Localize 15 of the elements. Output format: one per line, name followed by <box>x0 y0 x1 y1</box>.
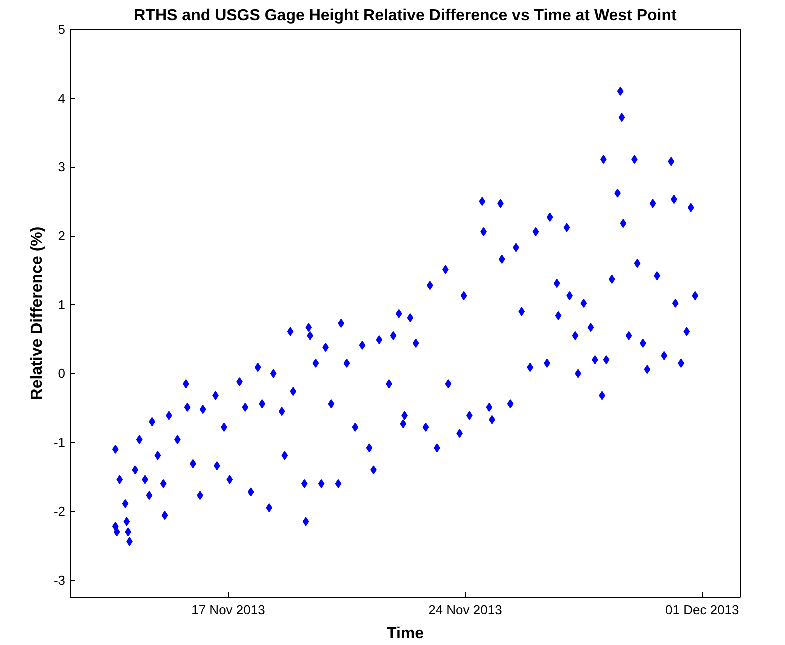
y-tick-label: -1 <box>54 435 66 450</box>
x-tick-label: 01 Dec 2013 <box>666 602 740 618</box>
y-tick-label: 2 <box>58 228 66 244</box>
y-tick-label: -2 <box>54 504 66 519</box>
y-tick-label: 0 <box>58 366 66 382</box>
y-tick-label: 5 <box>58 22 66 37</box>
chart-title: RTHS and USGS Gage Height Relative Difference vs Time at West Point <box>134 8 678 24</box>
y-tick-label: 3 <box>58 160 66 175</box>
x-tick-label: 24 Nov 2013 <box>428 602 502 618</box>
y-tick-label: -3 <box>54 572 66 588</box>
y-tick-label: 4 <box>58 90 66 106</box>
y-axis-title: Relative Difference (%) <box>28 226 46 400</box>
x-axis-title: Time <box>386 626 424 642</box>
y-tick-label: 1 <box>58 297 66 312</box>
x-tick-label: 17 Nov 2013 <box>192 602 266 618</box>
